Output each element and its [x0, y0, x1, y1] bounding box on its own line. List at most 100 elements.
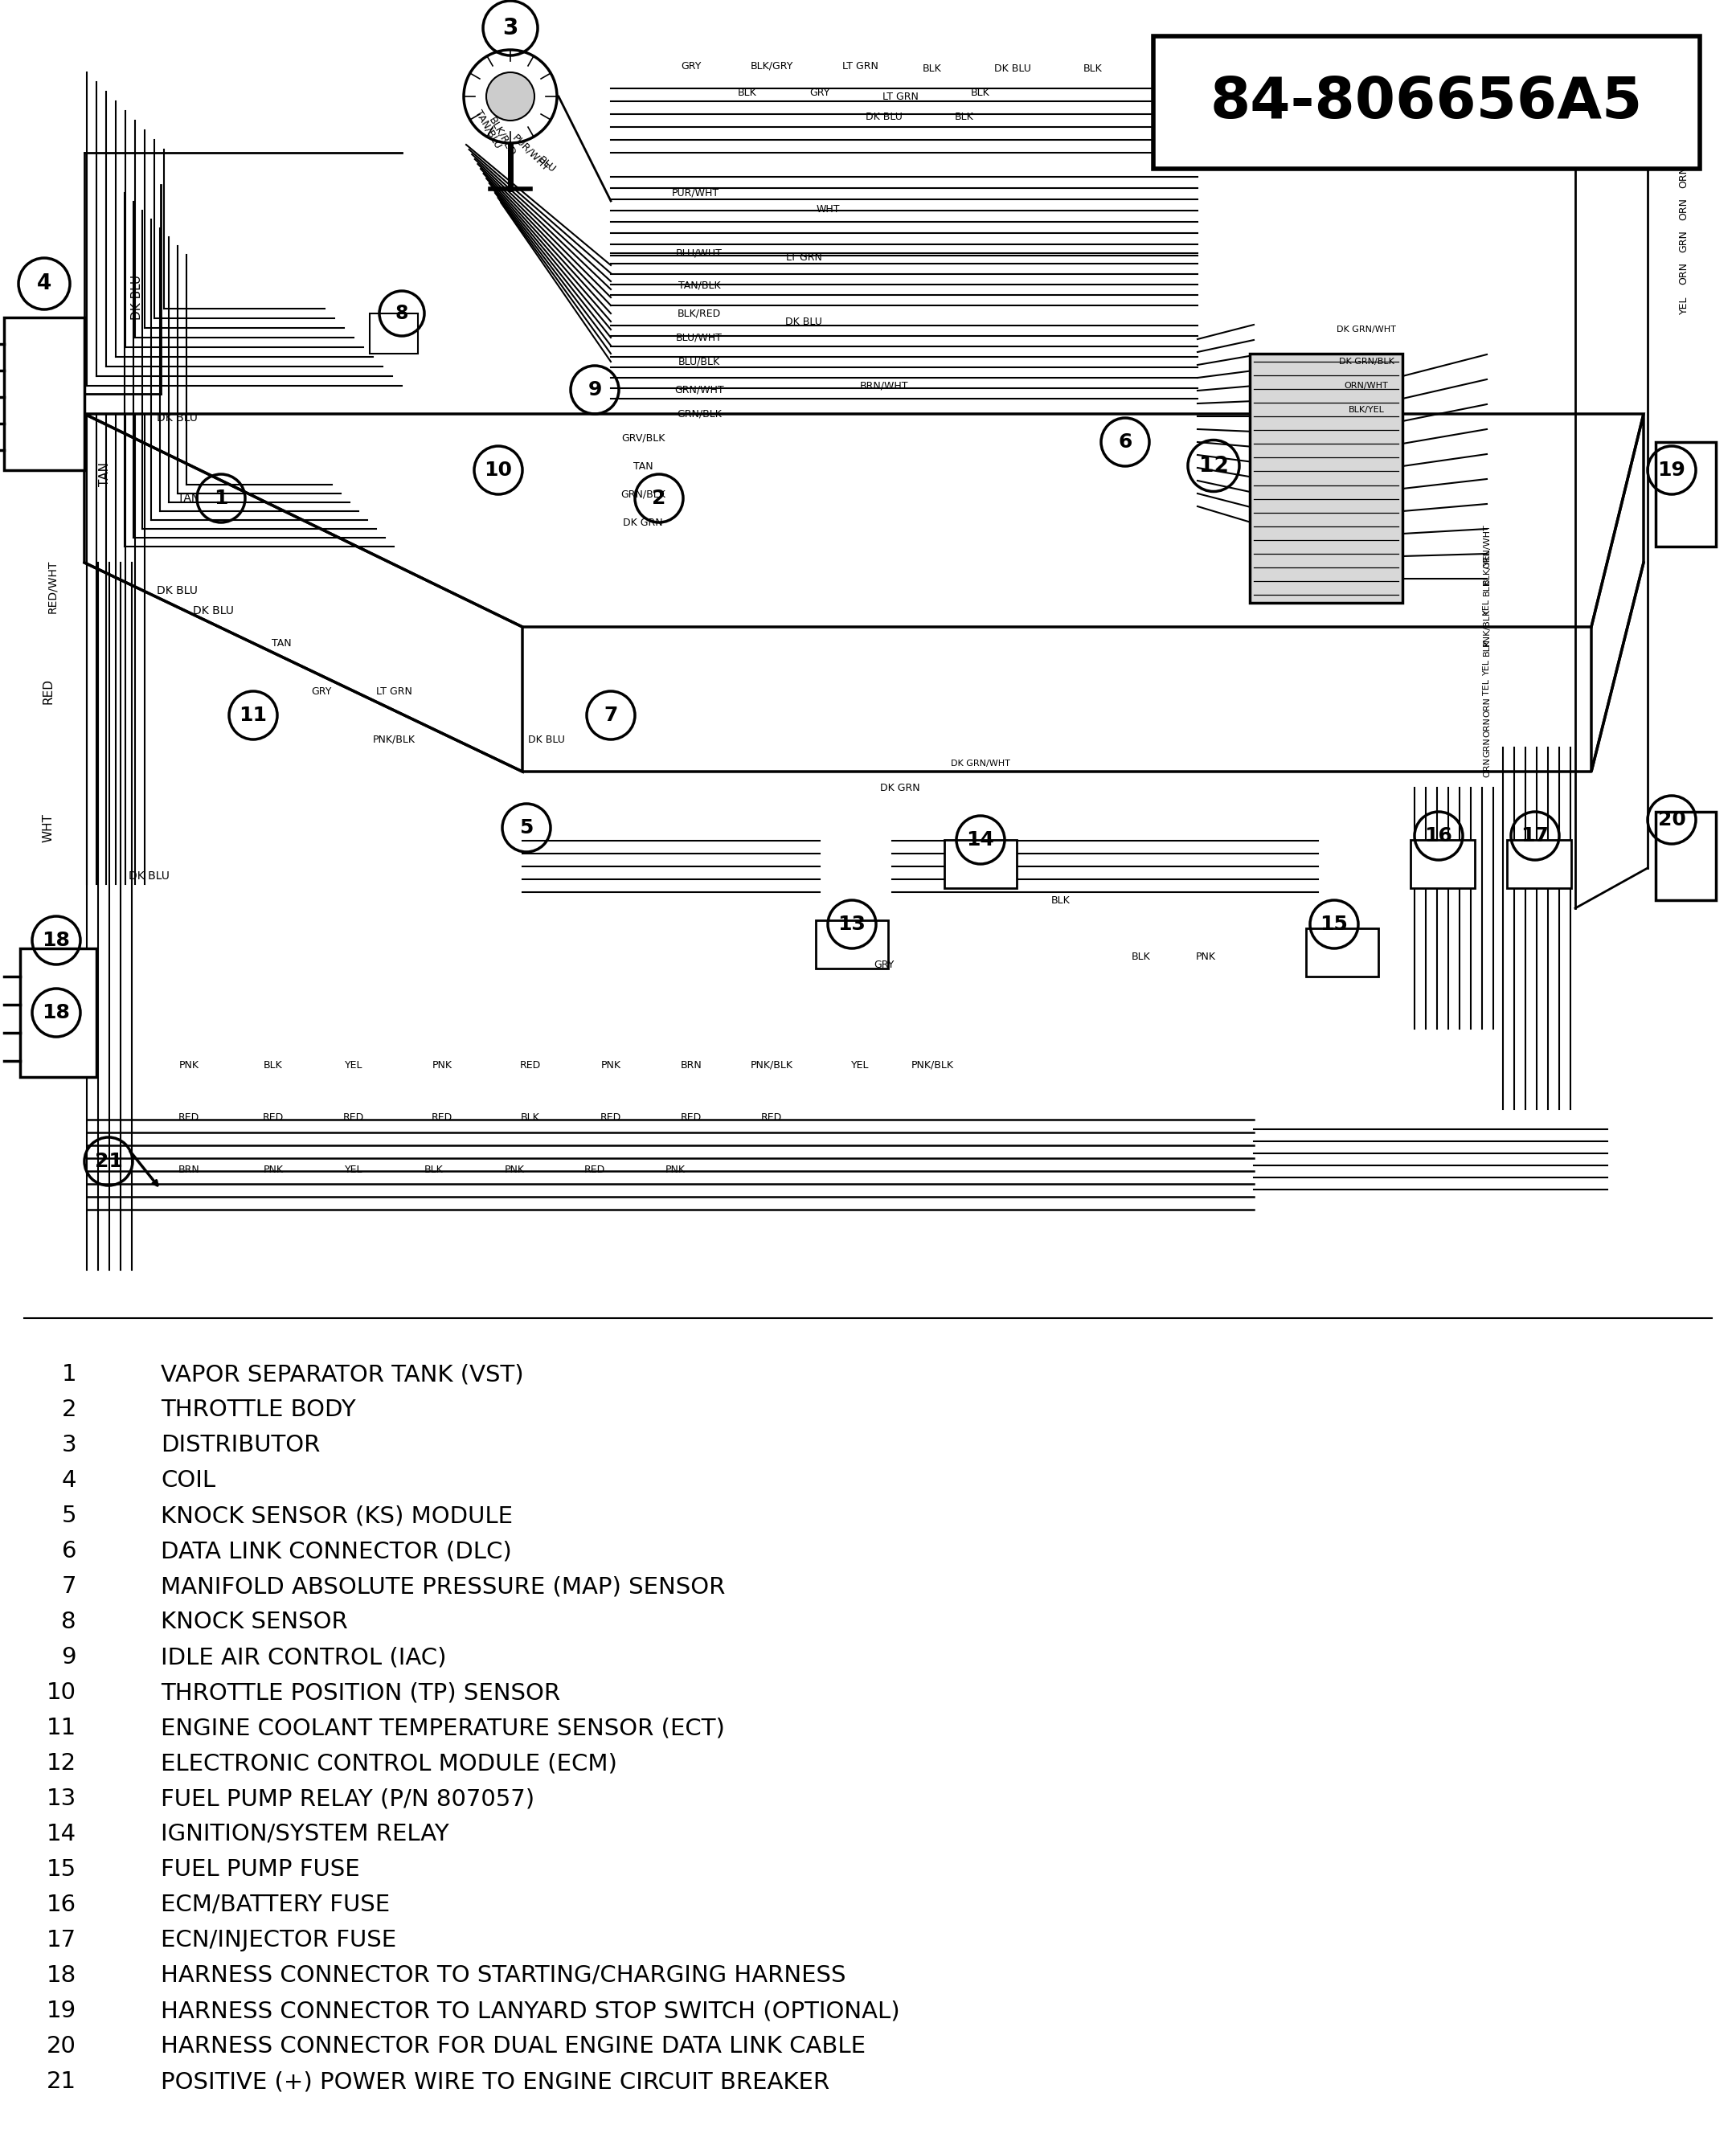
Text: LT GRN: LT GRN: [375, 685, 411, 696]
Text: DK BLU: DK BLU: [156, 411, 198, 424]
Text: LT GRN: LT GRN: [786, 252, 821, 263]
Text: DK BLU: DK BLU: [193, 605, 233, 616]
Text: YEL: YEL: [1483, 659, 1491, 674]
Text: GRN: GRN: [1679, 230, 1689, 252]
Text: BLK/GRY: BLK/GRY: [750, 60, 793, 71]
Text: BLK: BLK: [264, 1060, 283, 1071]
Text: BLU/WHT: BLU/WHT: [675, 332, 722, 342]
Text: ORN: ORN: [1483, 758, 1491, 778]
Text: 4: 4: [36, 274, 52, 295]
Text: ECN/INJECTOR FUSE: ECN/INJECTOR FUSE: [161, 1930, 396, 1952]
Text: GRY: GRY: [1163, 67, 1184, 78]
Text: WHT: WHT: [42, 814, 54, 842]
Text: 3: 3: [502, 17, 517, 39]
Text: 84-806656A5: 84-806656A5: [1210, 75, 1642, 129]
Text: 8: 8: [396, 304, 408, 323]
Text: RED: RED: [585, 1163, 606, 1174]
Text: VAPOR SEPARATOR TANK (VST): VAPOR SEPARATOR TANK (VST): [161, 1363, 524, 1385]
Text: TAN: TAN: [177, 493, 200, 504]
Text: KNOCK SENSOR: KNOCK SENSOR: [161, 1611, 347, 1633]
Text: 5: 5: [61, 1506, 76, 1527]
Text: 20: 20: [47, 2036, 76, 2057]
Text: 4: 4: [61, 1469, 76, 1493]
Text: PNK/BLK: PNK/BLK: [373, 735, 415, 745]
Text: 18: 18: [47, 1964, 76, 1986]
Text: PNK/BLK: PNK/BLK: [1483, 607, 1491, 646]
Text: BLK: BLK: [738, 86, 757, 97]
Bar: [1305, 928, 1378, 976]
Text: BLK: BLK: [924, 62, 943, 73]
Bar: [21, 948, 97, 1077]
Text: BLK/YEL: BLK/YEL: [1483, 549, 1491, 584]
Text: GRY: GRY: [681, 60, 701, 71]
Text: PNK: PNK: [601, 1060, 621, 1071]
Text: BLK/RED: BLK/RED: [486, 114, 517, 157]
Text: PNK: PNK: [264, 1163, 283, 1174]
Text: TAN: TAN: [634, 461, 653, 472]
Text: DK BLU: DK BLU: [528, 735, 564, 745]
Text: GRN: GRN: [1483, 737, 1491, 758]
Text: ORN: ORN: [1679, 263, 1689, 284]
Text: HARNESS CONNECTOR TO LANYARD STOP SWITCH (OPTIONAL): HARNESS CONNECTOR TO LANYARD STOP SWITCH…: [161, 1999, 899, 2023]
Text: 8: 8: [61, 1611, 76, 1633]
Text: 9: 9: [61, 1646, 76, 1669]
Text: 14: 14: [967, 829, 995, 849]
Text: POSITIVE (+) POWER WIRE TO ENGINE CIRCUIT BREAKER: POSITIVE (+) POWER WIRE TO ENGINE CIRCUI…: [161, 2070, 830, 2094]
Text: FUEL PUMP RELAY (P/N 807057): FUEL PUMP RELAY (P/N 807057): [161, 1788, 535, 1809]
Text: RED: RED: [601, 1111, 621, 1122]
Text: RED: RED: [519, 1060, 542, 1071]
Text: RED: RED: [344, 1111, 365, 1122]
Bar: [944, 840, 1017, 887]
Text: PNK: PNK: [179, 1060, 200, 1071]
Bar: [816, 920, 889, 969]
Text: 13: 13: [838, 915, 866, 935]
Text: BLK: BLK: [1483, 638, 1491, 655]
Text: DK GRN: DK GRN: [623, 517, 663, 528]
Text: GRN/WHT: GRN/WHT: [675, 386, 724, 394]
Text: BLK: BLK: [1052, 894, 1071, 905]
Text: ENGINE COOLANT TEMPERATURE SENSOR (ECT): ENGINE COOLANT TEMPERATURE SENSOR (ECT): [161, 1717, 726, 1738]
Text: RED: RED: [262, 1111, 283, 1122]
Text: PUR/WHT: PUR/WHT: [672, 187, 719, 198]
Text: DK GRN: DK GRN: [880, 782, 920, 793]
Text: TAN/BLK: TAN/BLK: [679, 280, 720, 291]
Text: BRN/WHT: BRN/WHT: [859, 381, 908, 392]
Bar: [370, 314, 418, 353]
Text: BLK: BLK: [1132, 952, 1151, 961]
Text: RED: RED: [681, 1111, 701, 1122]
Text: BLU/WHT: BLU/WHT: [675, 248, 722, 258]
Text: PNK: PNK: [432, 1060, 451, 1071]
Bar: [1250, 353, 1403, 603]
Circle shape: [1628, 82, 1658, 110]
Text: BLK/RED: BLK/RED: [677, 308, 720, 319]
Text: YEL: YEL: [851, 1060, 870, 1071]
Text: 6: 6: [1118, 433, 1132, 452]
Text: DATA LINK CONNECTOR (DLC): DATA LINK CONNECTOR (DLC): [161, 1540, 512, 1562]
Text: 19: 19: [1658, 461, 1686, 480]
Text: GRN/BLK: GRN/BLK: [677, 409, 722, 420]
Text: WHT: WHT: [816, 205, 840, 213]
Text: ELECTRONIC CONTROL MODULE (ECM): ELECTRONIC CONTROL MODULE (ECM): [161, 1751, 616, 1775]
Text: TAN: TAN: [99, 463, 111, 487]
Text: DK GRN/BLK: DK GRN/BLK: [1338, 358, 1394, 366]
Text: BLK: BLK: [425, 1163, 443, 1174]
Text: 21: 21: [47, 2070, 76, 2094]
Text: BLK/YEL: BLK/YEL: [1349, 405, 1384, 414]
Text: BRN: BRN: [681, 1060, 701, 1071]
Text: 6: 6: [61, 1540, 76, 1562]
Text: LT GRN: LT GRN: [1236, 67, 1272, 78]
Text: 7: 7: [61, 1575, 76, 1598]
Text: 13: 13: [47, 1788, 76, 1809]
Bar: [1153, 37, 1700, 168]
Text: DISTRIBUTOR: DISTRIBUTOR: [161, 1435, 319, 1456]
Bar: [3, 317, 85, 470]
Text: GRN/BLK: GRN/BLK: [620, 489, 665, 500]
Text: ORN/WHT: ORN/WHT: [1344, 381, 1389, 390]
Text: ORN: ORN: [1679, 166, 1689, 187]
Text: YEL: YEL: [344, 1060, 363, 1071]
Text: BLK: BLK: [1083, 62, 1102, 73]
Text: LT GRN: LT GRN: [842, 60, 878, 71]
Text: GRY: GRY: [873, 959, 894, 969]
Text: HARNESS CONNECTOR TO STARTING/CHARGING HARNESS: HARNESS CONNECTOR TO STARTING/CHARGING H…: [161, 1964, 845, 1986]
Text: LT GRN: LT GRN: [882, 90, 918, 101]
